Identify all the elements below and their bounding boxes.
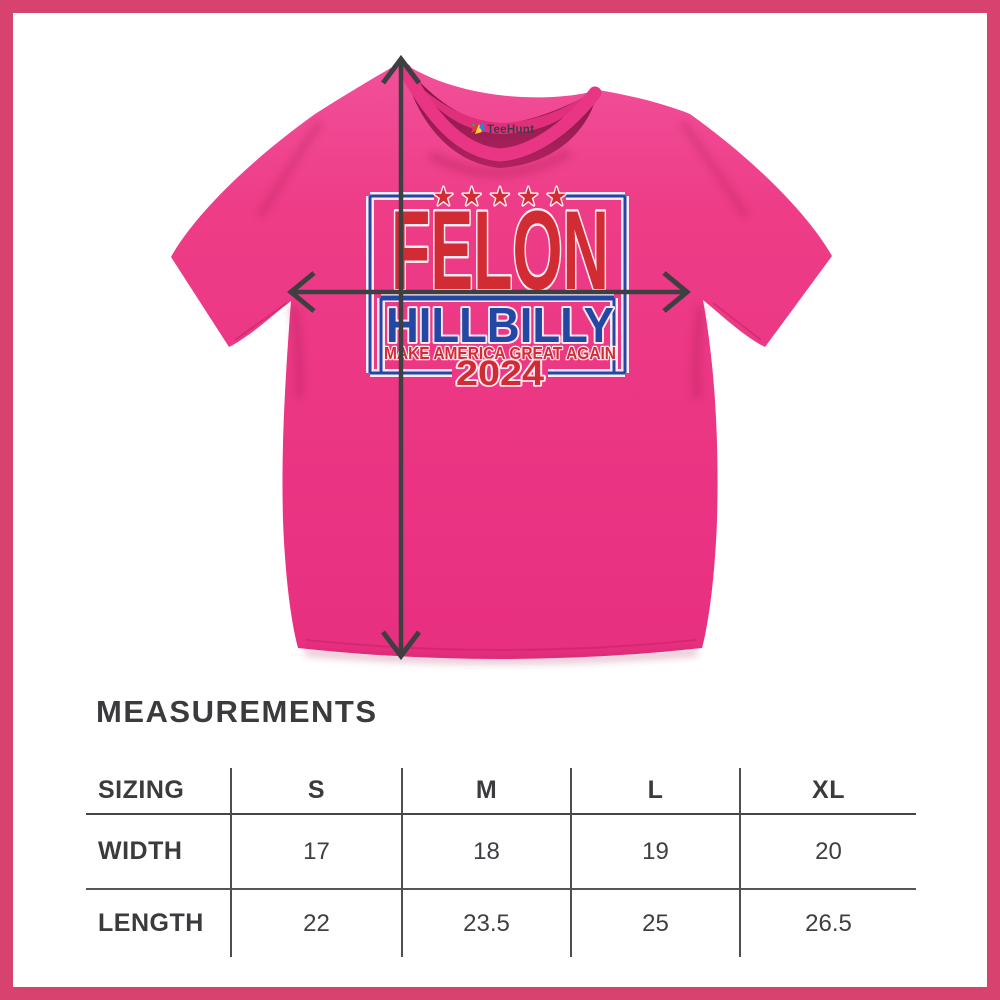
tshirt-mockup: TeeHunt ★ ★ ★ ★ ★ FELON HILLBILLY MAKE A… <box>171 54 832 664</box>
table-cell-length-m: 23.5 <box>403 890 572 957</box>
table-cell-width-m: 18 <box>403 815 572 890</box>
length-arrow-icon <box>381 54 421 661</box>
brand-label-text: TeeHunt <box>487 124 534 136</box>
table-cell-length-l: 25 <box>572 890 741 957</box>
stitch-seams <box>234 302 762 651</box>
design-stars: ★ ★ ★ ★ ★ <box>433 182 567 211</box>
measurements-heading: MEASUREMENTS <box>96 694 378 729</box>
teehunt-logo-icon <box>471 122 485 134</box>
design-tagline: MAKE AMERICA GREAT AGAIN <box>384 343 616 363</box>
table-header-sizing: SIZING <box>86 768 232 815</box>
brand-label: TeeHunt <box>471 122 534 136</box>
width-arrow-icon <box>287 271 691 313</box>
table-cell-width-s: 17 <box>232 815 403 890</box>
table-cell-length-xl: 26.5 <box>805 909 852 937</box>
table-header-m: M <box>403 768 572 815</box>
tshirt-silhouette <box>171 62 832 659</box>
fabric-shading <box>257 119 749 664</box>
table-cell-width-xl: 20 <box>741 815 916 890</box>
design-subtitle: HILLBILLY <box>386 299 614 353</box>
table-header-xl: XL <box>741 768 916 815</box>
design-year: 2024 <box>456 354 545 393</box>
table-row-label-length: LENGTH <box>86 890 232 957</box>
table-header-s: S <box>232 768 403 815</box>
table-header-l: L <box>572 768 741 815</box>
collar: TeeHunt <box>398 62 602 168</box>
table-cell-length-s: 22 <box>232 890 403 957</box>
collar-back-panel <box>417 84 585 134</box>
collar-band <box>398 63 602 162</box>
table-cell-width-l: 19 <box>572 815 741 890</box>
measurements-table: SIZING S M L XL WIDTH 17 18 19 20 LENGTH… <box>86 768 916 957</box>
tshirt: TeeHunt ★ ★ ★ ★ ★ FELON HILLBILLY MAKE A… <box>171 54 832 664</box>
table-row-label-width: WIDTH <box>86 815 232 890</box>
shirt-front-design: ★ ★ ★ ★ ★ FELON HILLBILLY MAKE AMERICA G… <box>366 181 629 395</box>
